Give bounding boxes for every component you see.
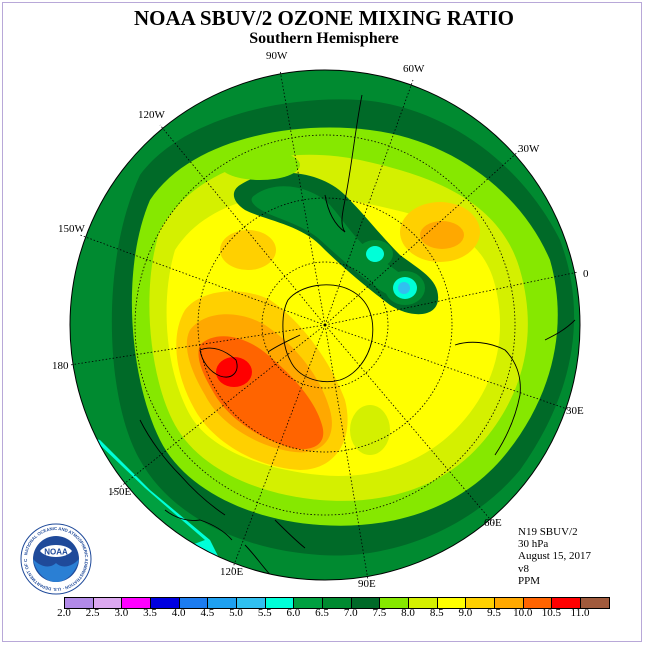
colorbar-swatch	[408, 598, 438, 608]
colorbar-swatch	[380, 598, 409, 608]
colorbar-tick-label: 5.0	[229, 607, 243, 619]
colorbar-ticks: 2.0 2.5 3.0 3.5 4.0 4.5 5.0 5.5 6.0 6.5 7.0 7.5 8.0 8…	[0, 607, 648, 621]
colorbar-tick-label: 4.5	[200, 607, 215, 619]
colorbar-tick-label: 4.0	[171, 607, 186, 619]
lon-label-30e: 30E	[566, 405, 584, 417]
map-subtitle: Southern Hemisphere	[249, 30, 399, 47]
colorbar-swatch	[437, 598, 467, 608]
colorbar-swatch	[65, 598, 94, 608]
lon-label-30w: 30W	[518, 143, 540, 155]
info-block: N19 SBUV/2 30 hPa August 15, 2017 v8 PPM	[518, 526, 591, 587]
colorbar-tick-label: 9.0	[458, 607, 473, 619]
colorbar-swatch	[494, 598, 524, 608]
colorbar-tick-label: 8.0	[401, 607, 415, 619]
colorbar-swatch	[523, 598, 553, 608]
colorbar-tick-label: 6.5	[315, 607, 329, 619]
lon-label-90w: 90W	[266, 50, 288, 62]
lon-label-120e: 120E	[220, 566, 244, 578]
info-satellite: N19 SBUV/2	[518, 526, 578, 538]
logo-text: NOAA	[44, 548, 68, 557]
info-date: August 15, 2017	[518, 550, 592, 563]
lon-label-150e: 150E	[108, 486, 132, 498]
colorbar-swatch	[322, 598, 352, 608]
lon-label-60w: 60W	[403, 63, 425, 75]
noaa-logo: NATIONAL OCEANIC AND ATMOSPHERIC ADMINIS…	[20, 523, 92, 595]
colorbar-swatch	[351, 598, 381, 608]
colorbar-swatch	[552, 598, 581, 608]
colorbar-swatch	[236, 598, 266, 608]
lon-label-150w: 150W	[58, 223, 85, 235]
colorbar-tick-label: 7.5	[372, 607, 387, 619]
colorbar-swatch	[150, 598, 180, 608]
info-units: PPM	[518, 574, 541, 587]
lon-label-0: 0	[583, 268, 589, 280]
colorbar-tick-label: 3.0	[114, 607, 129, 619]
colorbar-tick-label: 7.0	[343, 607, 358, 619]
colorbar-swatch	[265, 598, 295, 608]
colorbar-swatch	[93, 598, 123, 608]
lon-label-180: 180	[52, 360, 69, 372]
graticule	[69, 69, 579, 581]
ozone-field	[70, 70, 580, 580]
colorbar-tick-label: 5.5	[257, 607, 272, 619]
colorbar-tick-label: 11.0	[570, 607, 590, 619]
colorbar-swatch	[294, 598, 323, 608]
coastlines	[139, 94, 576, 580]
colorbar-swatch	[580, 598, 610, 608]
colorbar-tick-label: 2.0	[57, 607, 71, 619]
colorbar-swatch	[179, 598, 209, 608]
colorbar	[64, 597, 611, 609]
info-version: v8	[518, 562, 529, 575]
map-title: NOAA SBUV/2 OZONE MIXING RATIO	[134, 6, 514, 30]
plot-frame	[2, 2, 642, 642]
map-boundary	[69, 69, 581, 581]
colorbar-swatch	[122, 598, 151, 608]
lon-label-90e: 90E	[358, 578, 376, 590]
colorbar-tick-label: 6.0	[286, 607, 301, 619]
colorbar-tick-label: 3.5	[143, 607, 157, 619]
lon-label-60e: 60E	[484, 517, 502, 529]
colorbar-swatch	[466, 598, 495, 608]
colorbar-tick-label: 10.5	[541, 607, 561, 619]
info-level: 30 hPa	[518, 538, 549, 551]
colorbar-tick-label: 2.5	[85, 607, 100, 619]
colorbar-tick-label: 8.5	[429, 607, 444, 619]
lon-label-120w: 120W	[138, 109, 165, 121]
colorbar-swatch	[208, 598, 237, 608]
colorbar-tick-label: 9.5	[487, 607, 501, 619]
colorbar-tick-label: 10.0	[513, 607, 533, 619]
